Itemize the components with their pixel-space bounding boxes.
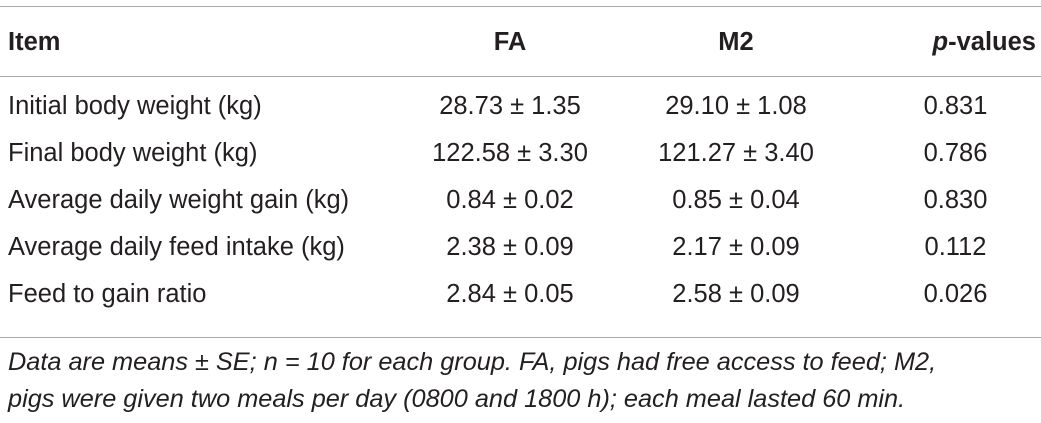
cell-p-value: 0.831 <box>923 92 988 120</box>
cell-m2: 29.10 ± 1.08 <box>665 92 807 120</box>
header-row: Item FA M2 p-values <box>0 14 1041 70</box>
table-top-rule <box>0 6 1041 7</box>
table-row: Average daily feed intake (kg) 2.38 ± 0.… <box>0 224 1041 271</box>
cell-fa: 2.38 ± 0.09 <box>446 233 574 261</box>
table-bottom-rule <box>0 337 1041 338</box>
table-row: Initial body weight (kg) 28.73 ± 1.35 29… <box>0 83 1041 130</box>
cell-item: Feed to gain ratio <box>8 280 207 308</box>
cell-p-value: 0.830 <box>923 186 988 214</box>
header-fa: FA <box>493 28 527 56</box>
cell-p-value: 0.786 <box>923 139 988 167</box>
cell-item: Average daily weight gain (kg) <box>8 186 350 214</box>
cell-fa: 28.73 ± 1.35 <box>439 92 581 120</box>
header-m2: M2 <box>718 28 754 56</box>
table-header-rule <box>0 76 1041 77</box>
cell-p-value: 0.026 <box>923 280 988 308</box>
table-row: Average daily weight gain (kg) 0.84 ± 0.… <box>0 177 1041 224</box>
table-row: Final body weight (kg) 122.58 ± 3.30 121… <box>0 130 1041 177</box>
cell-item: Initial body weight (kg) <box>8 92 262 120</box>
header-p-italic: p <box>932 28 949 56</box>
cell-fa: 122.58 ± 3.30 <box>432 139 588 167</box>
cell-m2: 121.27 ± 3.40 <box>658 139 814 167</box>
cell-item: Average daily feed intake (kg) <box>8 233 345 261</box>
table-footnote: Data are means ± SE; n = 10 for each gro… <box>8 344 1038 418</box>
cell-m2: 2.58 ± 0.09 <box>672 280 800 308</box>
cell-m2: 2.17 ± 0.09 <box>672 233 800 261</box>
cell-fa: 0.84 ± 0.02 <box>446 186 574 214</box>
data-table: Item FA M2 p-values Initial body weight … <box>0 14 1041 318</box>
footnote-line-1: Data are means ± SE; n = 10 for each gro… <box>8 348 937 376</box>
cell-m2: 0.85 ± 0.04 <box>672 186 800 214</box>
header-p-values: p-values <box>848 14 1041 70</box>
cell-fa: 2.84 ± 0.05 <box>446 280 574 308</box>
footnote-line-2: pigs were given two meals per day (0800 … <box>8 385 906 413</box>
cell-p-value: 0.112 <box>924 233 987 261</box>
header-item: Item <box>8 28 61 56</box>
table-row: Feed to gain ratio 2.84 ± 0.05 2.58 ± 0.… <box>0 271 1041 318</box>
cell-item: Final body weight (kg) <box>8 139 258 167</box>
header-p-suffix: -values <box>948 28 1036 56</box>
